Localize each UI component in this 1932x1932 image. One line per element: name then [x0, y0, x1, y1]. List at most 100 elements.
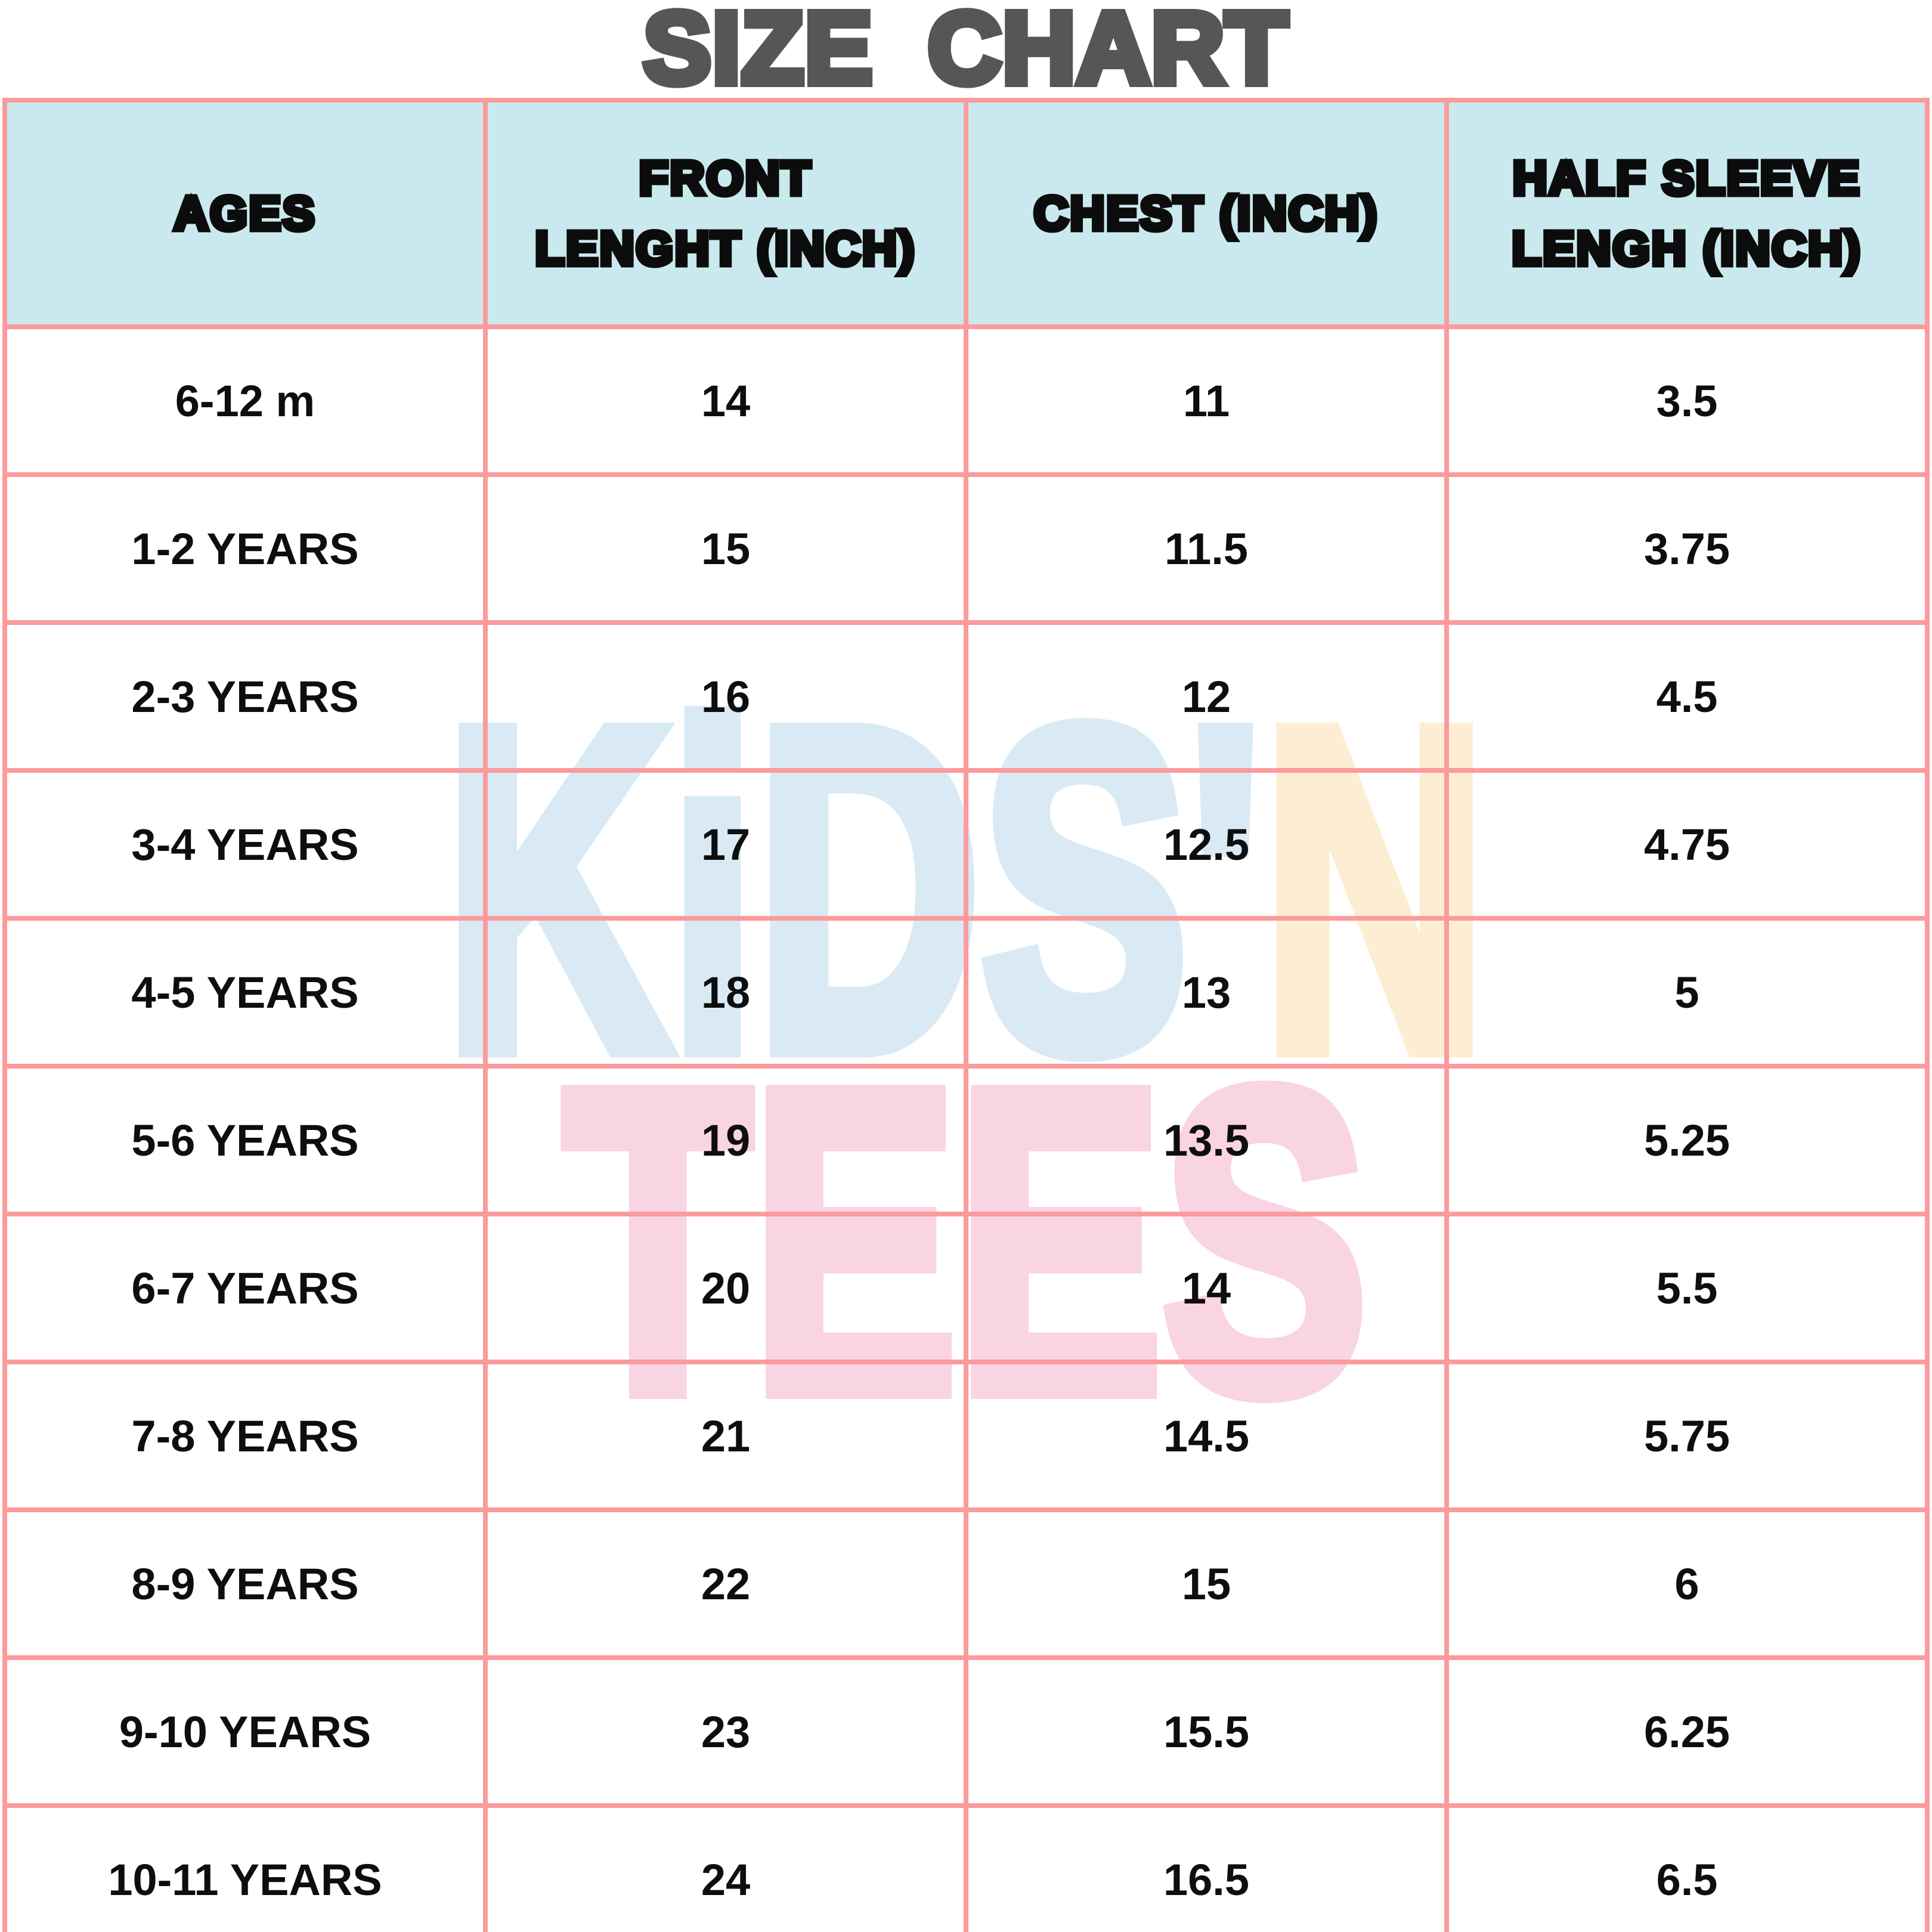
age-cell: 3-4 YEARS: [2, 768, 488, 921]
age-cell: 6-12 m: [2, 324, 488, 477]
chest-cell: 16.5: [964, 1803, 1449, 1932]
table-row: 7-8 YEARS 21 14.5 5.75: [2, 1360, 1930, 1512]
header-half-sleeve-label: HALF SLEEVE LENGH (INCH): [1509, 149, 1863, 278]
half-sleeve-cell: 6.5: [1444, 1803, 1930, 1932]
half-sleeve-cell: 6: [1444, 1507, 1930, 1660]
table-row: 3-4 YEARS 17 12.5 4.75: [2, 768, 1930, 921]
table-row: 2-3 YEARS 16 12 4.5: [2, 620, 1930, 773]
front-length-cell: 15: [483, 472, 968, 625]
table-row: 9-10 YEARS 23 15.5 6.25: [2, 1655, 1930, 1808]
half-sleeve-cell: 3.75: [1444, 472, 1930, 625]
chest-value: 16.5: [1163, 1854, 1250, 1905]
chest-value: 13: [1181, 967, 1231, 1017]
header-chest-label: CHEST (INCH): [1031, 184, 1379, 243]
chest-cell: 14.5: [964, 1360, 1449, 1512]
size-table-head: AGES FRONT LENGHT (INCH) CHEST (INCH) HA…: [2, 98, 1930, 329]
half-sleeve-value: 3.75: [1643, 524, 1730, 574]
front-length-cell: 16: [483, 620, 968, 773]
half-sleeve-value: 3.5: [1656, 376, 1718, 426]
chest-cell: 15: [964, 1507, 1449, 1660]
half-sleeve-value: 4.5: [1656, 671, 1718, 722]
header-front-length-label: FRONT LENGHT (INCH): [532, 149, 917, 278]
half-sleeve-cell: 6.25: [1444, 1655, 1930, 1808]
chest-cell: 13: [964, 916, 1449, 1069]
age-value: 4-5 YEARS: [131, 967, 359, 1017]
chest-cell: 11: [964, 324, 1449, 477]
age-value: 9-10 YEARS: [119, 1707, 371, 1757]
chest-cell: 12: [964, 620, 1449, 773]
age-cell: 5-6 YEARS: [2, 1064, 488, 1216]
half-sleeve-value: 5: [1674, 967, 1699, 1017]
half-sleeve-value: 6.25: [1643, 1707, 1730, 1757]
table-row: 8-9 YEARS 22 15 6: [2, 1507, 1930, 1660]
front-length-value: 15: [701, 524, 751, 574]
header-cell-chest: CHEST (INCH): [964, 98, 1449, 329]
age-value: 7-8 YEARS: [131, 1411, 359, 1461]
table-row: 10-11 YEARS 24 16.5 6.5: [2, 1803, 1930, 1932]
front-length-value: 18: [701, 967, 751, 1017]
age-cell: 7-8 YEARS: [2, 1360, 488, 1512]
front-length-cell: 20: [483, 1212, 968, 1364]
half-sleeve-cell: 5.25: [1444, 1064, 1930, 1216]
half-sleeve-cell: 5.75: [1444, 1360, 1930, 1512]
age-value: 1-2 YEARS: [131, 524, 359, 574]
front-length-value: 21: [701, 1411, 751, 1461]
age-value: 6-7 YEARS: [131, 1263, 359, 1313]
half-sleeve-value: 5.5: [1656, 1263, 1718, 1313]
age-cell: 9-10 YEARS: [2, 1655, 488, 1808]
table-row: 1-2 YEARS 15 11.5 3.75: [2, 472, 1930, 625]
half-sleeve-value: 6.5: [1656, 1854, 1718, 1905]
age-value: 2-3 YEARS: [131, 671, 359, 722]
half-sleeve-cell: 4.75: [1444, 768, 1930, 921]
chest-value: 12.5: [1163, 819, 1250, 869]
chest-value: 13.5: [1163, 1115, 1250, 1165]
header-cell-front-length: FRONT LENGHT (INCH): [483, 98, 968, 329]
half-sleeve-value: 6: [1674, 1559, 1699, 1609]
chest-cell: 11.5: [964, 472, 1449, 625]
table-row: 6-7 YEARS 20 14 5.5: [2, 1212, 1930, 1364]
chest-cell: 15.5: [964, 1655, 1449, 1808]
front-length-value: 17: [701, 819, 751, 869]
front-length-value: 22: [701, 1559, 751, 1609]
front-length-cell: 18: [483, 916, 968, 1069]
page-header: SIZE CHART: [0, 0, 1932, 103]
half-sleeve-cell: 4.5: [1444, 620, 1930, 773]
front-length-cell: 21: [483, 1360, 968, 1512]
half-sleeve-cell: 3.5: [1444, 324, 1930, 477]
chest-cell: 12.5: [964, 768, 1449, 921]
front-length-value: 16: [701, 671, 751, 722]
front-length-value: 20: [701, 1263, 751, 1313]
age-value: 8-9 YEARS: [131, 1559, 359, 1609]
chest-value: 12: [1181, 671, 1231, 722]
chest-value: 14: [1181, 1263, 1231, 1313]
half-sleeve-value: 5.75: [1643, 1411, 1730, 1461]
front-length-cell: 23: [483, 1655, 968, 1808]
front-length-value: 14: [701, 376, 751, 426]
header-cell-ages: AGES: [2, 98, 488, 329]
age-cell: 2-3 YEARS: [2, 620, 488, 773]
chest-value: 11.5: [1165, 524, 1248, 574]
age-cell: 1-2 YEARS: [2, 472, 488, 625]
chest-value: 11: [1182, 376, 1230, 426]
table-row: 5-6 YEARS 19 13.5 5.25: [2, 1064, 1930, 1216]
half-sleeve-cell: 5.5: [1444, 1212, 1930, 1364]
front-length-cell: 22: [483, 1507, 968, 1660]
header-cell-half-sleeve: HALF SLEEVE LENGH (INCH): [1444, 98, 1930, 329]
front-length-value: 19: [701, 1115, 751, 1165]
front-length-cell: 14: [483, 324, 968, 477]
chest-cell: 13.5: [964, 1064, 1449, 1216]
front-length-value: 23: [701, 1707, 751, 1757]
age-value: 10-11 YEARS: [108, 1854, 382, 1905]
age-cell: 6-7 YEARS: [2, 1212, 488, 1364]
chest-value: 15: [1181, 1559, 1231, 1609]
age-cell: 4-5 YEARS: [2, 916, 488, 1069]
size-table-body: 6-12 m 14 11 3.5 1-2 YEARS 15 11.5 3.75 …: [2, 324, 1930, 1932]
chest-value: 15.5: [1163, 1707, 1250, 1757]
header-row: AGES FRONT LENGHT (INCH) CHEST (INCH) HA…: [2, 98, 1930, 329]
chest-cell: 14: [964, 1212, 1449, 1364]
age-value: 5-6 YEARS: [131, 1115, 359, 1165]
half-sleeve-value: 5.25: [1643, 1115, 1730, 1165]
front-length-cell: 19: [483, 1064, 968, 1216]
table-row: 4-5 YEARS 18 13 5: [2, 916, 1930, 1069]
